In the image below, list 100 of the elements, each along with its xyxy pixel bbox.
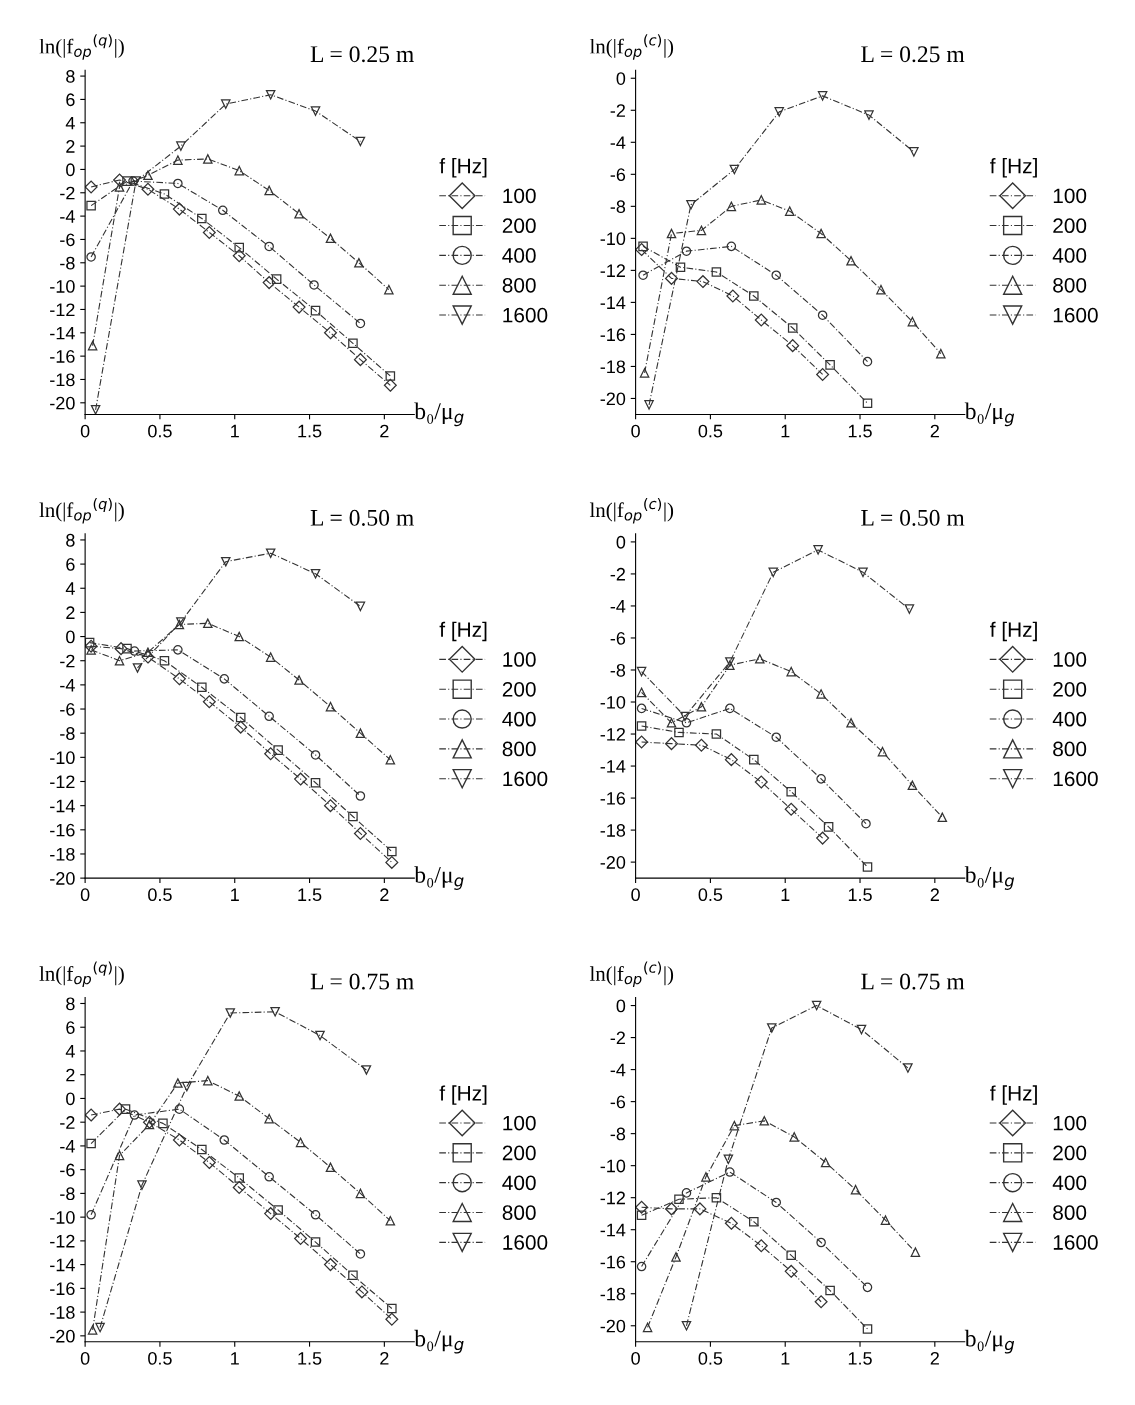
y-tick-label: -6 bbox=[610, 1095, 626, 1109]
y-tick-label: -16 bbox=[600, 328, 626, 342]
x-axis-title: b₀/μ$_{g}$ bbox=[964, 1329, 1015, 1354]
y-tick-label: -20 bbox=[600, 1319, 626, 1333]
y-tick-label: 6 bbox=[66, 558, 75, 571]
legend-label: 100 bbox=[503, 1115, 536, 1131]
x-tick-label: 2 bbox=[930, 888, 939, 901]
x-tick-label: 1.5 bbox=[298, 424, 322, 438]
y-tick-label: 0 bbox=[66, 630, 75, 644]
y-tick-label: 8 bbox=[66, 533, 75, 547]
x-tick-label: 0.5 bbox=[698, 888, 723, 902]
y-tick-label: -18 bbox=[600, 1287, 626, 1301]
y-tick-label: 8 bbox=[66, 997, 75, 1011]
x-tick-label: 1 bbox=[231, 888, 239, 901]
legend-label: 400 bbox=[502, 711, 536, 727]
x-tick-label: 2 bbox=[380, 1351, 389, 1365]
x-tick-label: 0 bbox=[80, 1351, 90, 1365]
legend-label: 400 bbox=[502, 248, 536, 263]
y-tick-label: -10 bbox=[600, 695, 626, 709]
y-tick-label: 0 bbox=[616, 72, 626, 85]
legend-title: f [Hz] bbox=[990, 621, 1037, 642]
legend-label: 100 bbox=[1053, 188, 1087, 204]
y-tick-label: 0 bbox=[616, 999, 626, 1013]
x-tick-label: 0.5 bbox=[698, 1351, 723, 1365]
legend-label: 800 bbox=[502, 277, 536, 293]
y-tick-label: -2 bbox=[60, 1116, 75, 1129]
y-tick-label: -20 bbox=[50, 1329, 75, 1343]
legend-label: 200 bbox=[1053, 681, 1087, 697]
legend-label: 400 bbox=[502, 1175, 536, 1191]
y-tick-label: -8 bbox=[610, 663, 626, 677]
y-tick-label: -8 bbox=[610, 200, 626, 214]
y-tick-label: -2 bbox=[60, 654, 75, 668]
y-tick-label: -8 bbox=[60, 256, 75, 270]
y-tick-label: -14 bbox=[50, 1258, 75, 1272]
x-tick-label: 2 bbox=[380, 424, 389, 438]
y-tick-label: -16 bbox=[50, 1282, 75, 1296]
y-tick-label: 8 bbox=[66, 70, 75, 83]
x-axis-title: b₀/μ$_{g}$ bbox=[414, 866, 464, 890]
y-tick-label: -18 bbox=[600, 360, 626, 374]
y-tick-label: -18 bbox=[50, 847, 75, 861]
x-axis-title: b₀/μ$_{g}$ bbox=[414, 1329, 464, 1354]
x-tick-label: 0 bbox=[631, 888, 640, 902]
y-axis-title: ln(|f$_{op}$$^{(q)}$|) bbox=[39, 34, 124, 60]
chart-title: L = 0.50 m bbox=[310, 509, 414, 526]
legend-label: 200 bbox=[502, 1145, 536, 1161]
y-tick-label: -4 bbox=[610, 1063, 626, 1077]
y-tick-label: -16 bbox=[600, 792, 626, 805]
x-tick-label: 1 bbox=[231, 424, 239, 438]
y-tick-label: -6 bbox=[60, 1163, 75, 1177]
legend-label: 1600 bbox=[1053, 307, 1098, 323]
legend-label: 200 bbox=[502, 218, 536, 234]
x-axis-title: b₀/μ$_{g}$ bbox=[964, 402, 1015, 427]
x-tick-label: 0 bbox=[80, 888, 90, 902]
y-tick-label: 2 bbox=[66, 140, 75, 153]
y-tick-label: -4 bbox=[60, 210, 75, 223]
y-tick-label: 0 bbox=[66, 1092, 75, 1106]
legend-label: 200 bbox=[502, 681, 536, 697]
x-tick-label: 1.5 bbox=[298, 888, 322, 902]
x-tick-label: 0.5 bbox=[698, 424, 723, 438]
x-tick-label: 1 bbox=[781, 424, 790, 438]
y-tick-label: -6 bbox=[610, 168, 626, 182]
legend-label: 100 bbox=[503, 652, 536, 667]
legend-label: 800 bbox=[1053, 741, 1087, 757]
x-tick-label: 0 bbox=[80, 424, 90, 438]
x-tick-label: 1.5 bbox=[848, 888, 872, 902]
legend-label: 800 bbox=[502, 741, 536, 757]
y-tick-label: -20 bbox=[50, 872, 75, 885]
x-tick-label: 0 bbox=[631, 424, 640, 438]
y-tick-label: -8 bbox=[60, 1187, 75, 1201]
y-tick-label: -10 bbox=[600, 1159, 626, 1173]
y-tick-label: 0 bbox=[66, 163, 75, 177]
y-tick-label: -2 bbox=[610, 1031, 625, 1045]
legend-label: 400 bbox=[1052, 248, 1087, 263]
y-tick-label: 4 bbox=[65, 582, 75, 595]
x-tick-label: 0.5 bbox=[148, 424, 172, 438]
y-tick-label: -8 bbox=[610, 1127, 626, 1141]
y-tick-label: -20 bbox=[600, 856, 626, 869]
y-tick-label: -18 bbox=[50, 1306, 75, 1319]
y-tick-label: -2 bbox=[610, 567, 625, 581]
x-tick-label: 1.5 bbox=[848, 424, 872, 438]
y-axis-title: ln(|f$_{op}$$^{(q)}$|) bbox=[39, 961, 124, 988]
y-axis-title: ln(|f$_{op}$$^{(c)}$|) bbox=[589, 34, 674, 60]
y-tick-label: 4 bbox=[65, 116, 75, 130]
chart-title: L = 0.50 m bbox=[861, 509, 965, 526]
y-tick-label: -4 bbox=[610, 136, 626, 149]
y-tick-label: -4 bbox=[610, 600, 626, 613]
y-tick-label: -6 bbox=[60, 702, 75, 716]
legend-title: f [Hz] bbox=[439, 158, 487, 178]
x-axis-title: b₀/μ$_{g}$ bbox=[414, 402, 464, 427]
y-tick-label: -18 bbox=[50, 373, 75, 387]
y-tick-label: -10 bbox=[600, 232, 626, 246]
legend-label: 400 bbox=[1052, 1175, 1087, 1191]
y-tick-label: -12 bbox=[50, 775, 75, 789]
y-tick-label: -10 bbox=[50, 280, 75, 293]
legend-label: 1600 bbox=[503, 1235, 548, 1250]
x-tick-label: 0.5 bbox=[148, 1351, 172, 1365]
x-tick-label: 1.5 bbox=[298, 1352, 322, 1365]
y-tick-label: -12 bbox=[50, 1234, 75, 1248]
legend-label: 100 bbox=[1053, 1115, 1087, 1131]
y-tick-label: -2 bbox=[610, 104, 625, 117]
